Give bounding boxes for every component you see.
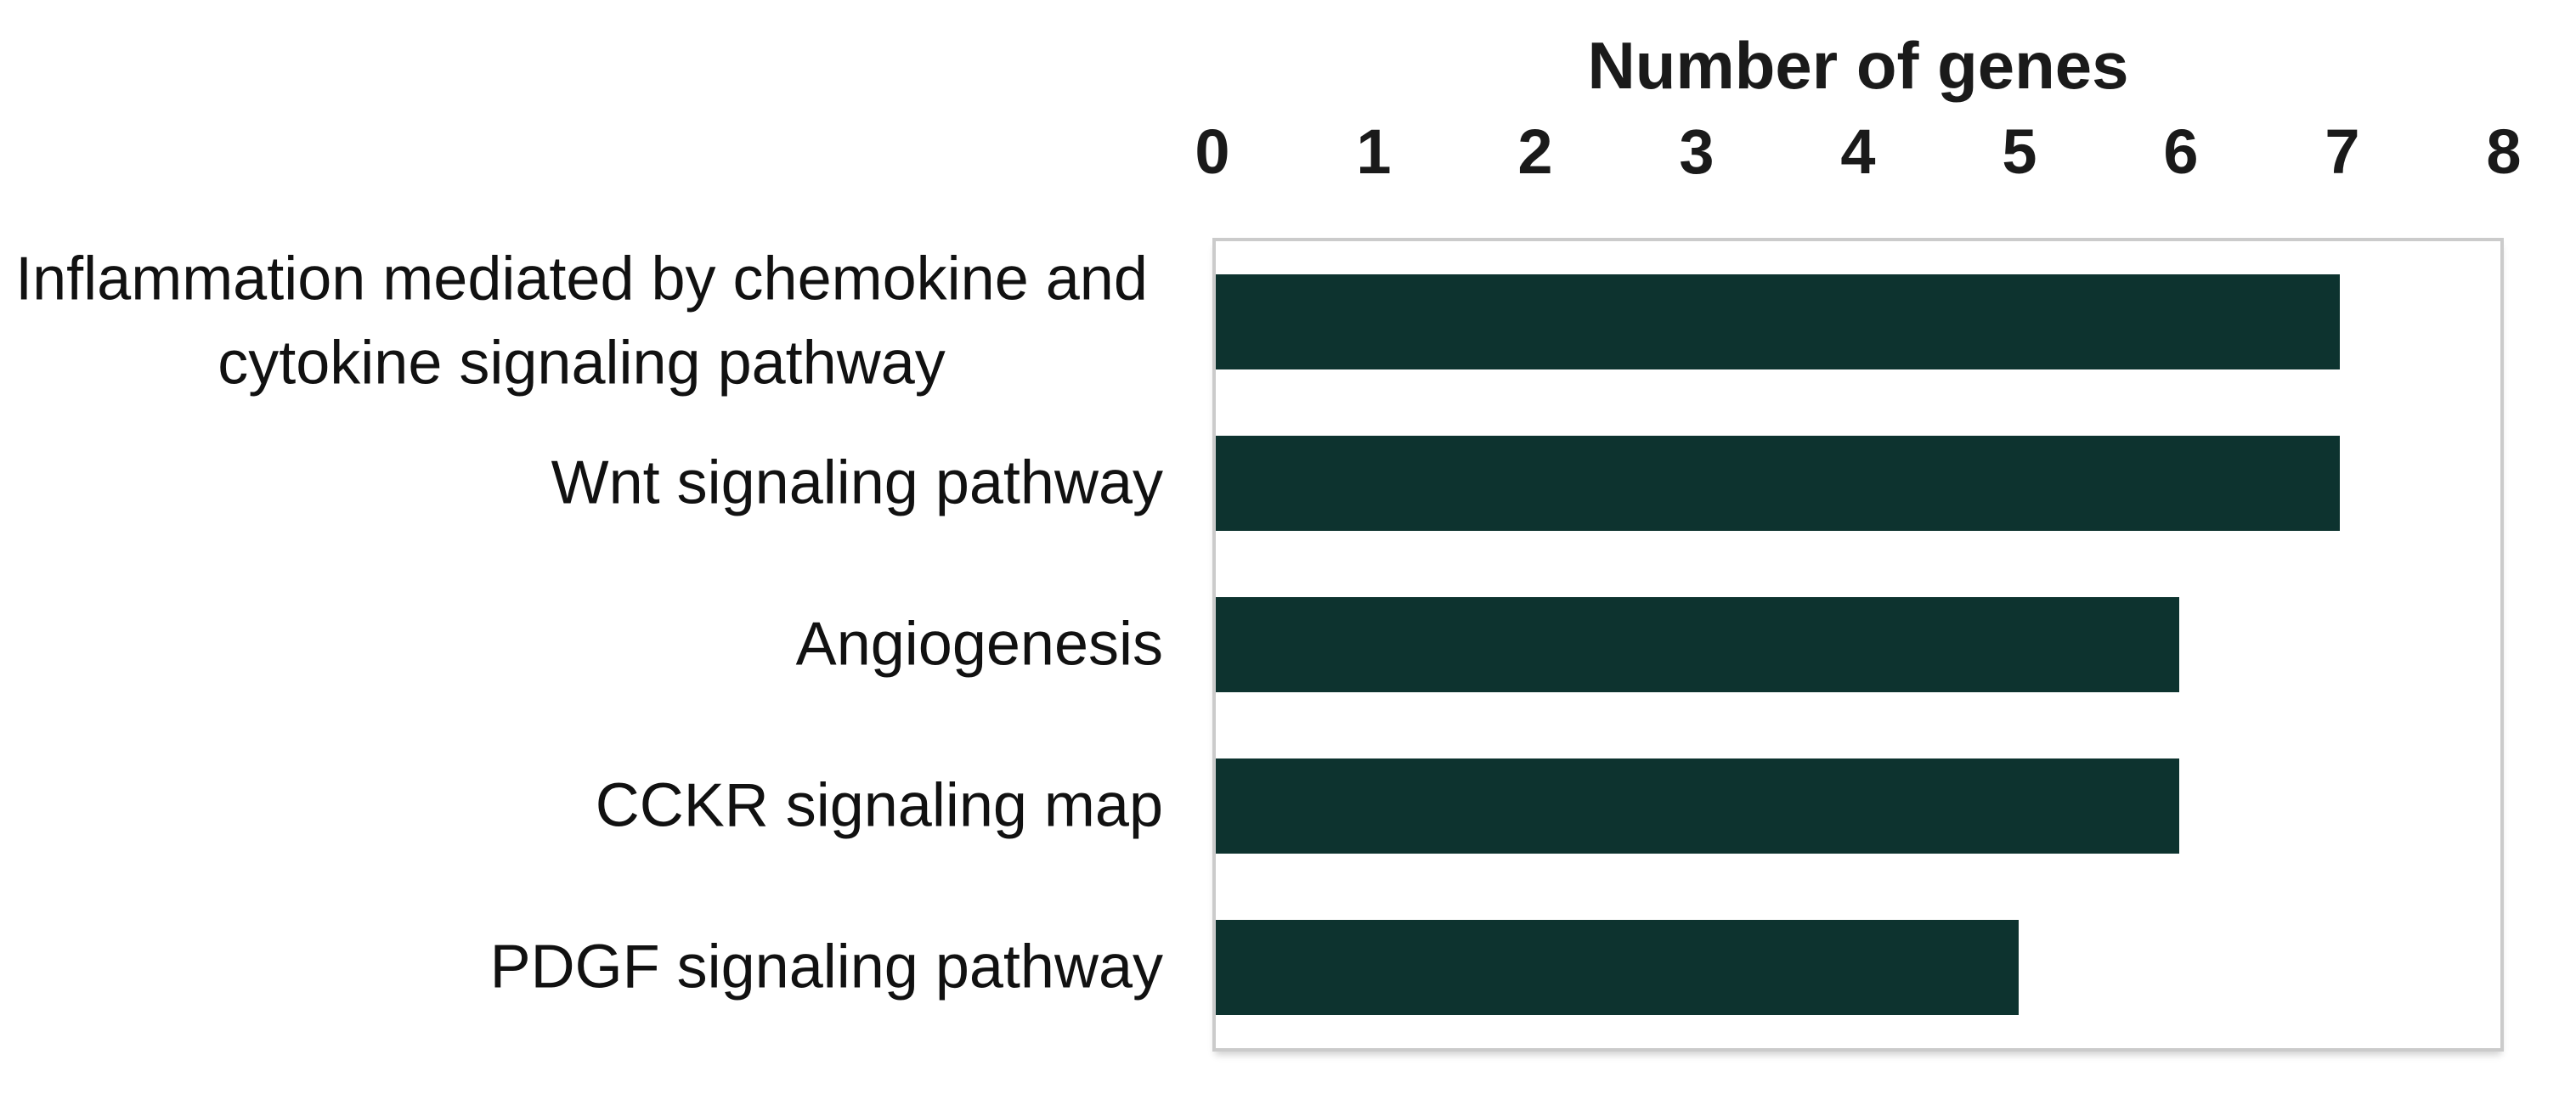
bar-row (1216, 725, 2500, 887)
x-tick-label: 2 (1517, 116, 1553, 187)
plot-area (1212, 238, 2504, 1052)
category-label: Angiogenesis (795, 610, 1163, 679)
bar (1216, 274, 2340, 369)
x-tick-label: 1 (1356, 116, 1392, 187)
x-tick-label: 4 (1840, 116, 1876, 187)
category-label: Inflammation mediated by chemokine and c… (15, 245, 1148, 398)
category-labels: Inflammation mediated by chemokine and c… (0, 238, 1187, 1052)
bar (1216, 436, 2340, 531)
x-tick-label: 7 (2325, 116, 2360, 187)
x-tick-label: 8 (2486, 116, 2522, 187)
category-label: PDGF signaling pathway (489, 933, 1163, 1001)
bar-row (1216, 887, 2500, 1048)
x-tick-label: 0 (1195, 116, 1230, 187)
x-tick-label: 5 (2002, 116, 2037, 187)
x-axis-title: Number of genes (1587, 28, 2129, 103)
category-label: Wnt signaling pathway (551, 448, 1163, 517)
x-tick-label: 6 (2163, 116, 2199, 187)
x-tick-label: 3 (1679, 116, 1715, 187)
bar-row (1216, 403, 2500, 564)
bar-row (1216, 564, 2500, 725)
bar (1216, 920, 2019, 1015)
bar (1216, 758, 2179, 854)
bar-row (1216, 241, 2500, 403)
bar (1216, 597, 2179, 692)
x-axis-tick-labels: 0 1 2 3 4 5 6 7 8 (1195, 116, 2521, 197)
category-label: CCKR signaling map (595, 771, 1163, 840)
